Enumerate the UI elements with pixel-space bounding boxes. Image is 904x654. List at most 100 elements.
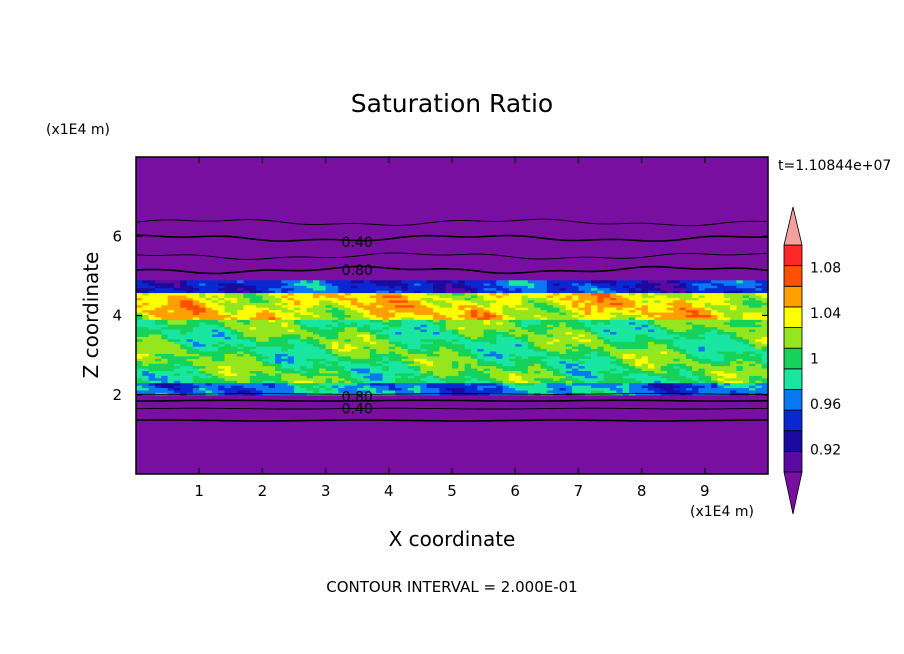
heatmap-cell xyxy=(306,292,314,296)
heatmap-cell xyxy=(673,297,681,301)
heatmap-cell xyxy=(199,377,207,381)
heatmap-cell xyxy=(679,380,687,384)
heatmap-cell xyxy=(243,348,251,352)
heatmap-cell xyxy=(635,348,643,352)
heatmap-cell xyxy=(565,307,573,311)
heatmap-cell xyxy=(698,387,706,391)
heatmap-cell xyxy=(496,372,504,376)
heatmap-cell xyxy=(723,372,731,376)
heatmap-cell xyxy=(433,309,440,313)
heatmap-cell xyxy=(350,343,358,347)
heatmap-cell xyxy=(142,336,150,340)
heatmap-cell xyxy=(136,329,143,333)
heatmap-cell xyxy=(180,370,188,374)
heatmap-cell xyxy=(610,307,617,311)
heatmap-cell xyxy=(338,382,346,386)
heatmap-cell xyxy=(584,311,592,315)
heatmap-cell xyxy=(749,336,756,340)
heatmap-cell xyxy=(755,360,763,364)
heatmap-cell xyxy=(603,341,611,345)
heatmap-cell xyxy=(382,355,390,359)
heatmap-cell xyxy=(357,287,365,291)
heatmap-cell xyxy=(685,324,693,328)
heatmap-cell xyxy=(205,350,213,354)
heatmap-cell xyxy=(540,365,548,369)
heatmap-cell xyxy=(654,341,662,345)
heatmap-cell xyxy=(749,372,756,376)
heatmap-cell xyxy=(742,282,750,286)
heatmap-cell xyxy=(597,355,605,359)
heatmap-cell xyxy=(679,280,687,284)
heatmap-cell xyxy=(673,367,681,371)
heatmap-cell xyxy=(477,316,485,320)
heatmap-cell xyxy=(262,292,270,296)
heatmap-cell xyxy=(717,294,725,298)
heatmap-cell xyxy=(407,316,415,320)
heatmap-cell xyxy=(148,329,156,333)
heatmap-cell xyxy=(692,372,700,376)
heatmap-cell xyxy=(502,372,510,376)
heatmap-cell xyxy=(401,367,409,371)
heatmap-cell xyxy=(300,338,308,342)
heatmap-cell xyxy=(154,353,162,357)
heatmap-cell xyxy=(572,294,579,298)
heatmap-cell xyxy=(647,377,655,381)
heatmap-cell xyxy=(414,348,421,352)
heatmap-cell xyxy=(521,336,529,340)
heatmap-cell xyxy=(761,292,769,296)
heatmap-cell xyxy=(534,324,542,328)
heatmap-cell xyxy=(281,309,289,313)
heatmap-cell xyxy=(635,287,643,291)
heatmap-cell xyxy=(420,282,428,286)
heatmap-cell xyxy=(685,302,693,306)
heatmap-cell xyxy=(154,309,162,313)
heatmap-cell xyxy=(395,326,403,330)
heatmap-cell xyxy=(388,389,396,393)
heatmap-cell xyxy=(262,302,270,306)
heatmap-cell xyxy=(154,297,162,301)
heatmap-cell xyxy=(344,299,352,303)
heatmap-cell xyxy=(610,358,617,362)
heatmap-cell xyxy=(515,299,523,303)
heatmap-cell xyxy=(572,287,579,291)
heatmap-cell xyxy=(685,343,693,347)
heatmap-cell xyxy=(218,355,226,359)
heatmap-cell xyxy=(211,353,219,357)
heatmap-cell xyxy=(673,372,681,376)
heatmap-cell xyxy=(749,358,756,362)
heatmap-cell xyxy=(414,346,421,350)
heatmap-cell xyxy=(173,353,181,357)
heatmap-cell xyxy=(717,387,725,391)
heatmap-cell xyxy=(496,360,504,364)
heatmap-cell xyxy=(584,360,592,364)
heatmap-cell xyxy=(559,319,567,323)
heatmap-cell xyxy=(388,360,396,364)
heatmap-cell xyxy=(610,348,617,352)
heatmap-cell xyxy=(312,382,320,386)
heatmap-cell xyxy=(268,380,276,384)
heatmap-cell xyxy=(458,319,466,323)
heatmap-cell xyxy=(711,311,719,315)
heatmap-cell xyxy=(673,307,681,311)
heatmap-cell xyxy=(325,385,333,389)
heatmap-cell xyxy=(414,341,421,345)
heatmap-cell xyxy=(540,343,548,347)
heatmap-cell xyxy=(344,377,352,381)
heatmap-cell xyxy=(426,297,434,301)
heatmap-cell xyxy=(363,377,371,381)
heatmap-cell xyxy=(338,294,346,298)
heatmap-cell xyxy=(521,343,529,347)
heatmap-cell xyxy=(218,321,226,325)
heatmap-cell xyxy=(154,285,162,289)
heatmap-cell xyxy=(369,355,377,359)
heatmap-cell xyxy=(477,358,485,362)
heatmap-cell xyxy=(433,346,440,350)
heatmap-cell xyxy=(173,311,181,315)
heatmap-cell xyxy=(749,365,756,369)
heatmap-cell xyxy=(369,316,377,320)
heatmap-cell xyxy=(565,346,573,350)
heatmap-cell xyxy=(433,326,440,330)
heatmap-cell xyxy=(275,363,282,367)
heatmap-cell xyxy=(230,385,238,389)
heatmap-cell xyxy=(610,319,617,323)
